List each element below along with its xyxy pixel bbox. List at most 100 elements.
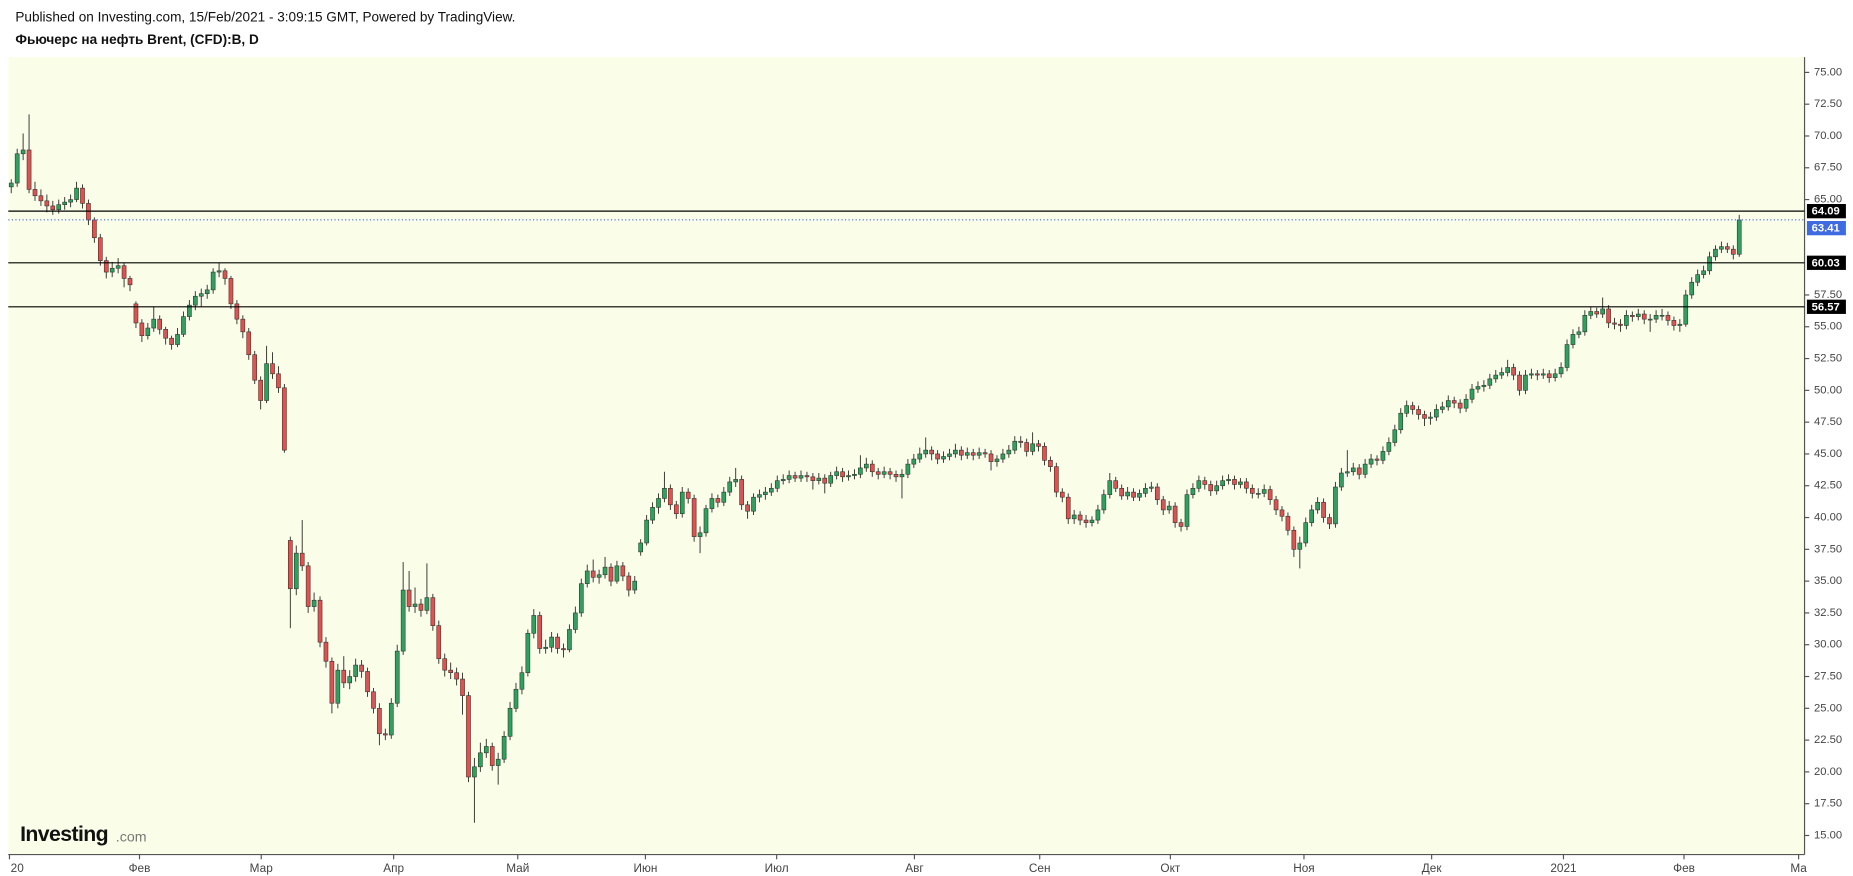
candle-body [531, 615, 537, 634]
candle-body [964, 452, 970, 456]
candle-body [1083, 519, 1089, 523]
candle-body [38, 195, 44, 202]
candle-body [1321, 501, 1326, 518]
candle-body [650, 507, 655, 521]
candle-body [489, 746, 495, 766]
candle-body [561, 648, 566, 651]
candle-body [1006, 449, 1012, 455]
candle-body [1356, 467, 1362, 475]
candle-body [1261, 489, 1267, 494]
candle-body [1238, 481, 1243, 485]
x-tick-label: Май [506, 861, 529, 875]
candle-body [970, 452, 976, 456]
candle-body [1618, 323, 1623, 326]
y-tick-label: 50.00 [1814, 384, 1842, 396]
candle-body [1154, 486, 1160, 501]
candle-body [757, 494, 762, 498]
candle-body [1588, 311, 1594, 316]
candle-body [899, 473, 905, 478]
candle-body [917, 453, 923, 460]
candle-body [840, 471, 845, 478]
candle-body [1481, 384, 1487, 387]
candle-body [703, 508, 709, 534]
candle-body [1172, 505, 1178, 523]
candle-body [810, 476, 816, 481]
candle-body [193, 295, 198, 306]
candle-body [1374, 458, 1380, 461]
candle-body [1054, 466, 1059, 493]
candle-body [887, 471, 893, 475]
candle-body [1166, 505, 1172, 511]
candle-body [1736, 219, 1742, 255]
candle-body [590, 570, 596, 578]
candle-body [567, 629, 572, 651]
plot-background [8, 57, 1805, 855]
candle-body [638, 542, 643, 553]
candle-body [466, 695, 471, 778]
x-tick-label: Июн [634, 861, 658, 875]
candle-body [1730, 248, 1736, 255]
candle-body [822, 477, 828, 484]
y-tick-label: 20.00 [1814, 766, 1842, 778]
candle-body [555, 636, 560, 649]
candle-body [1143, 487, 1148, 494]
candle-body [1707, 256, 1712, 272]
x-tick-label: Дек [1422, 861, 1443, 875]
candle-body [953, 449, 958, 455]
candle-body [252, 354, 258, 381]
candle-body [1137, 493, 1142, 498]
candle-body [175, 334, 180, 345]
candle-body [685, 491, 691, 499]
candle-body [14, 153, 20, 184]
y-tick-label: 47.50 [1814, 416, 1842, 428]
candle-body [608, 566, 614, 582]
x-tick-label: Июл [765, 861, 789, 875]
candle-body [276, 373, 281, 389]
candle-body [1612, 322, 1617, 325]
candle-body [157, 318, 163, 330]
candle-body [26, 149, 32, 190]
candle-body [537, 615, 543, 649]
candle-body [1511, 367, 1516, 376]
candle-body [673, 504, 679, 515]
candle-body [1279, 509, 1285, 517]
candle-body [1327, 517, 1332, 525]
candle-body [1600, 308, 1605, 315]
candle-body [1529, 373, 1534, 376]
candle-body [1202, 480, 1208, 485]
candle-body [97, 237, 103, 261]
candle-body [1000, 453, 1006, 460]
candle-body [1713, 248, 1718, 258]
candle-body [92, 219, 97, 239]
candle-body [32, 189, 38, 197]
candle-body [1540, 373, 1546, 376]
candle-body [1535, 373, 1540, 376]
candle-body [982, 452, 988, 455]
candle-body [1505, 367, 1510, 373]
candle-body [1445, 400, 1451, 408]
candle-body [198, 293, 204, 297]
candle-body [234, 303, 240, 320]
candle-body [1024, 442, 1029, 452]
candle-body [50, 205, 56, 211]
candle-body [1190, 487, 1196, 495]
candle-body [406, 589, 412, 607]
candle-body [893, 473, 899, 478]
candle-body [1493, 374, 1499, 380]
candle-body [976, 452, 982, 456]
candle-body [1036, 443, 1041, 447]
candle-body [377, 708, 382, 735]
candle-body [1095, 509, 1101, 521]
candle-body [1404, 405, 1410, 414]
candle-body [525, 632, 531, 674]
candle-body [1552, 373, 1558, 378]
candle-body [1178, 522, 1184, 527]
candle-body [472, 766, 477, 778]
candle-body [656, 498, 661, 508]
candle-body [1149, 486, 1154, 489]
candle-body [418, 603, 424, 611]
candle-body [1303, 522, 1309, 544]
candle-body [507, 708, 513, 737]
candle-body [365, 671, 370, 693]
candle-body [679, 491, 685, 515]
